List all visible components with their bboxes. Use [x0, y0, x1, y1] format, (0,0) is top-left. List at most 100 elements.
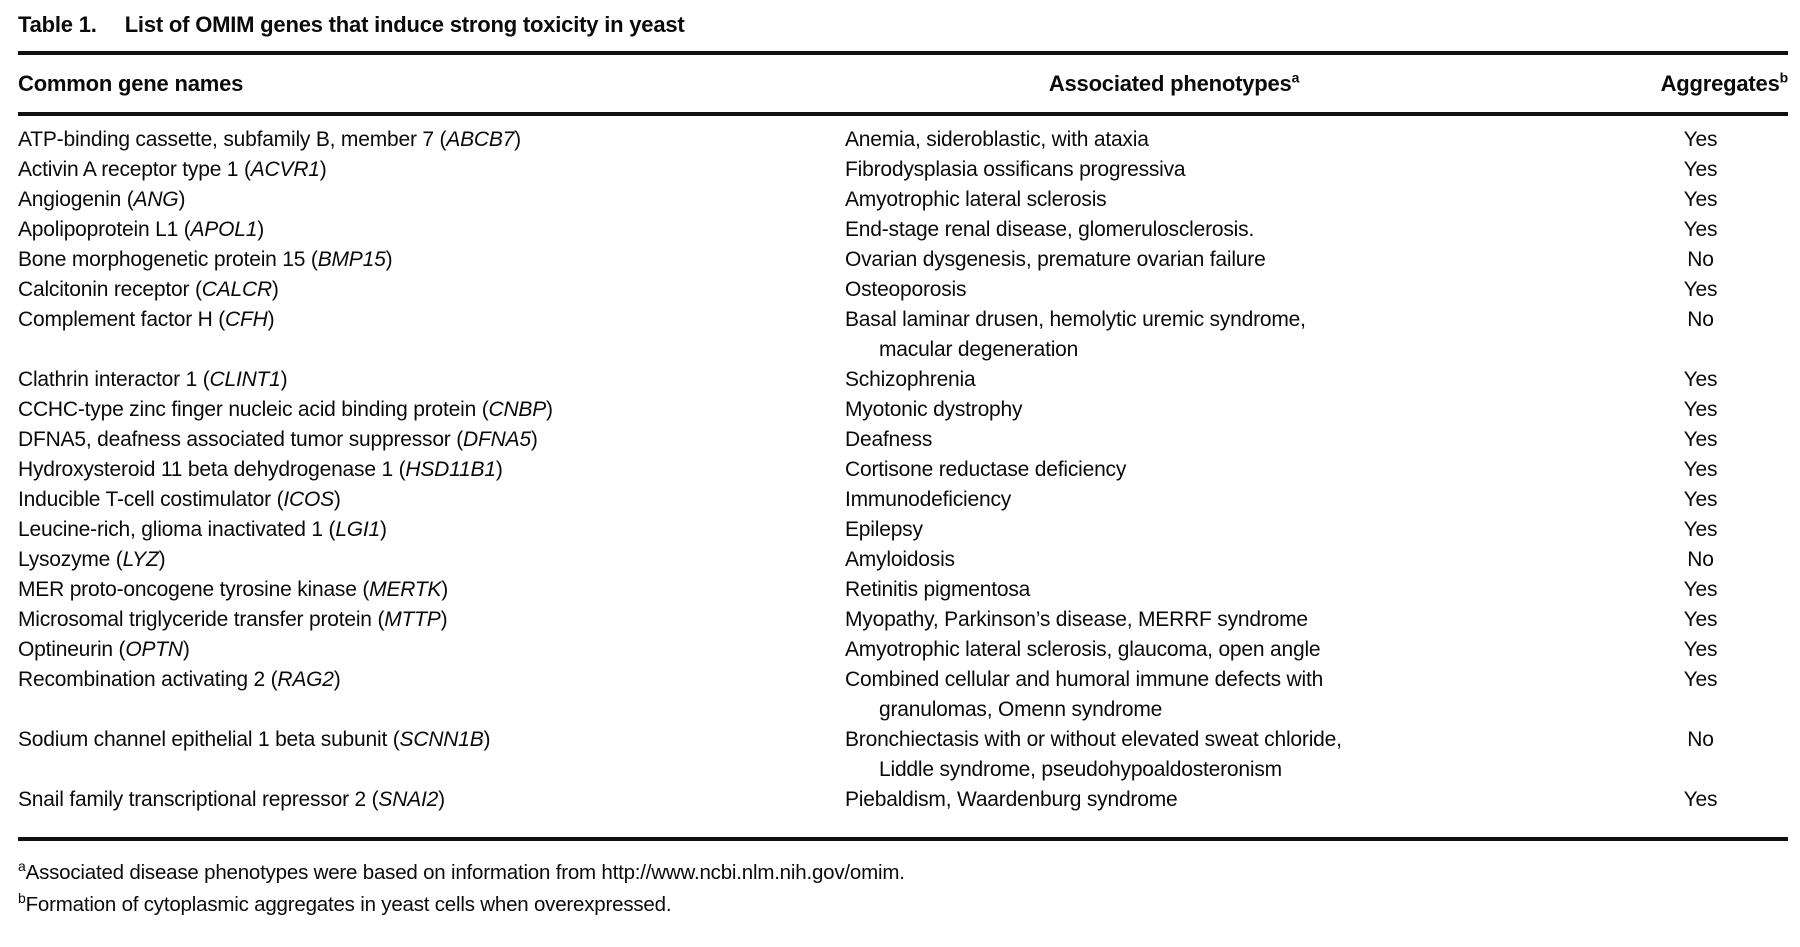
- table-row: Clathrin interactor 1 CLINT1 Schizophren…: [18, 365, 1788, 395]
- aggregates-cell: No: [1687, 728, 1714, 751]
- gene-cell: ATP-binding cassette, subfamily B, membe…: [18, 125, 845, 155]
- footnote-marker-b: b: [1779, 69, 1789, 86]
- phenotype-line: Schizophrenia: [845, 368, 976, 391]
- gene-name: Optineurin: [18, 638, 113, 661]
- table-row: MER proto-oncogene tyrosine kinase MERTK…: [18, 575, 1788, 605]
- phenotype-line: Retinitis pigmentosa: [845, 578, 1031, 601]
- paper-table: Table 1. List of OMIM genes that induce s…: [18, 6, 1789, 916]
- gene-symbol: OPTN: [119, 638, 190, 661]
- gene-symbol: HSD11B1: [399, 458, 503, 481]
- gene-symbol: SNAI2: [372, 788, 445, 811]
- table-row: Apolipoprotein L1 APOL1 End-stage renal …: [18, 215, 1788, 245]
- phenotype-line: Immunodeficiency: [845, 488, 1012, 511]
- phenotype-line: Liddle syndrome, pseudohypoaldosteronism: [879, 758, 1282, 781]
- gene-cell: Recombination activating 2 RAG2: [18, 665, 845, 725]
- gene-symbol: APOL1: [184, 218, 264, 241]
- phenotype-cell: Myotonic dystrophy: [845, 395, 1613, 425]
- gene-name: Snail family transcriptional repressor 2: [18, 788, 366, 811]
- phenotype-line: Basal laminar drusen, hemolytic uremic s…: [845, 308, 1306, 331]
- phenotype-line: Deafness: [845, 428, 933, 451]
- gene-symbol: CALCR: [195, 278, 279, 301]
- phenotype-line: Fibrodysplasia ossificans progressiva: [845, 158, 1186, 181]
- gene-symbol: CFH: [218, 308, 274, 331]
- aggregates-cell: Yes: [1683, 278, 1718, 301]
- table-row: Lysozyme LYZ Amyloidosis No: [18, 545, 1788, 575]
- aggregates-cell: Yes: [1683, 518, 1718, 541]
- phenotype-cell: Amyloidosis: [845, 545, 1613, 575]
- table-row: CCHC-type zinc finger nucleic acid bindi…: [18, 395, 1788, 425]
- gene-name: Activin A receptor type 1: [18, 158, 239, 181]
- phenotype-cell: Deafness: [845, 425, 1613, 455]
- phenotype-line: Myotonic dystrophy: [845, 398, 1023, 421]
- phenotype-cell: Immunodeficiency: [845, 485, 1613, 515]
- aggregates-cell: Yes: [1683, 368, 1718, 391]
- gene-symbol: ICOS: [277, 488, 341, 511]
- phenotype-cell: Myopathy, Parkinson’s disease, MERRF syn…: [845, 605, 1613, 635]
- gene-cell: Hydroxysteroid 11 beta dehydrogenase 1 H…: [18, 455, 845, 485]
- gene-cell: Snail family transcriptional repressor 2…: [18, 785, 845, 815]
- phenotype-line: Cortisone reductase deficiency: [845, 458, 1127, 481]
- col-header-phenotype: Associated phenotypesa: [845, 71, 1613, 97]
- phenotype-line: Anemia, sideroblastic, with ataxia: [845, 128, 1149, 151]
- gene-name: Hydroxysteroid 11 beta dehydrogenase 1: [18, 458, 393, 481]
- gene-name: Inducible T-cell costimulator: [18, 488, 271, 511]
- gene-cell: Angiogenin ANG: [18, 185, 845, 215]
- aggregates-cell: Yes: [1683, 158, 1718, 181]
- col-header-aggregates: Aggregatesb: [1613, 69, 1789, 97]
- table-row: Microsomal triglyceride transfer protein…: [18, 605, 1788, 635]
- gene-cell: Optineurin OPTN: [18, 635, 845, 665]
- col-header-phenotype-label: Associated phenotypes: [1048, 71, 1292, 96]
- gene-symbol: MTTP: [377, 608, 447, 631]
- aggregates-cell: Yes: [1683, 788, 1718, 811]
- gene-name: Sodium channel epithelial 1 beta subunit: [18, 728, 388, 751]
- aggregates-cell: Yes: [1683, 218, 1718, 241]
- gene-name: Calcitonin receptor: [18, 278, 190, 301]
- footnote-a-sup: a: [18, 858, 26, 875]
- aggregates-cell: Yes: [1683, 488, 1718, 511]
- phenotype-line: Combined cellular and humoral immune def…: [845, 668, 1324, 691]
- phenotype-cell: Bronchiectasis with or without elevated …: [845, 725, 1613, 785]
- gene-cell: Microsomal triglyceride transfer protein…: [18, 605, 845, 635]
- gene-name: Microsomal triglyceride transfer protein: [18, 608, 372, 631]
- phenotype-line: Myopathy, Parkinson’s disease, MERRF syn…: [845, 608, 1308, 631]
- phenotype-line: Amyloidosis: [845, 548, 955, 571]
- gene-symbol: SCNN1B: [393, 728, 491, 751]
- gene-cell: Complement factor H CFH: [18, 305, 845, 365]
- footnote-b-sup: b: [18, 890, 26, 907]
- aggregates-cell: Yes: [1683, 458, 1718, 481]
- aggregates-cell: Yes: [1683, 428, 1718, 451]
- gene-cell: Inducible T-cell costimulator ICOS: [18, 485, 845, 515]
- gene-name: MER proto-oncogene tyrosine kinase: [18, 578, 357, 601]
- gene-cell: Clathrin interactor 1 CLINT1: [18, 365, 845, 395]
- phenotype-cell: Osteoporosis: [845, 275, 1613, 305]
- phenotype-cell: Anemia, sideroblastic, with ataxia: [845, 125, 1613, 155]
- table-row: Activin A receptor type 1 ACVR1 Fibrodys…: [18, 155, 1788, 185]
- aggregates-cell: Yes: [1683, 128, 1718, 151]
- gene-name: ATP-binding cassette, subfamily B, membe…: [18, 128, 434, 151]
- phenotype-line: Amyotrophic lateral sclerosis: [845, 188, 1107, 211]
- phenotype-cell: Basal laminar drusen, hemolytic uremic s…: [845, 305, 1613, 365]
- phenotype-line: Amyotrophic lateral sclerosis, glaucoma,…: [845, 638, 1321, 661]
- gene-symbol: BMP15: [311, 248, 392, 271]
- gene-symbol: ANG: [127, 188, 186, 211]
- footnote-marker-a: a: [1291, 69, 1300, 86]
- gene-cell: Lysozyme LYZ: [18, 545, 845, 575]
- phenotype-line: Bronchiectasis with or without elevated …: [845, 728, 1342, 751]
- gene-symbol: LYZ: [116, 548, 166, 571]
- phenotype-cell: Retinitis pigmentosa: [845, 575, 1613, 605]
- phenotype-cell: Amyotrophic lateral sclerosis: [845, 185, 1613, 215]
- table-row: Calcitonin receptor CALCR Osteoporosis Y…: [18, 275, 1788, 305]
- gene-name: Apolipoprotein L1: [18, 218, 179, 241]
- table-row: Inducible T-cell costimulator ICOS Immun…: [18, 485, 1788, 515]
- table-row: Optineurin OPTN Amyotrophic lateral scle…: [18, 635, 1788, 665]
- table-caption: Table 1. List of OMIM genes that induce s…: [18, 6, 1788, 51]
- gene-symbol: CLINT1: [203, 368, 288, 391]
- col-header-aggregates-label: Aggregates: [1660, 71, 1780, 96]
- gene-cell: Calcitonin receptor CALCR: [18, 275, 845, 305]
- gene-symbol: MERTK: [362, 578, 448, 601]
- gene-name: Recombination activating 2: [18, 668, 265, 691]
- gene-name: Angiogenin: [18, 188, 122, 211]
- footnote-a: aAssociated disease phenotypes were base…: [18, 857, 1788, 889]
- phenotype-cell: Piebaldism, Waardenburg syndrome: [845, 785, 1613, 815]
- gene-symbol: RAG2: [271, 668, 341, 691]
